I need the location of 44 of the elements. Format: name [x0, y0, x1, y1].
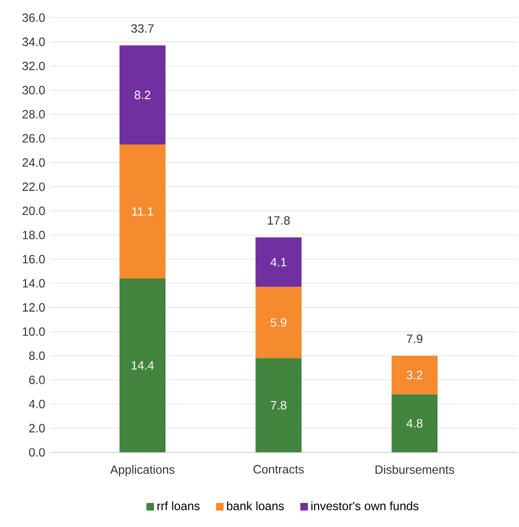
y-tick-label: 12.0 — [22, 303, 45, 312]
y-tick-label: 20.0 — [22, 206, 45, 216]
data-label: 4.1 — [270, 258, 286, 266]
y-tick-label: 26.0 — [22, 134, 45, 143]
data-label: 3.2 — [406, 370, 422, 380]
y-tick-label: 16.0 — [22, 254, 45, 264]
bar — [120, 278, 166, 452]
x-tick-label: Disbursements — [376, 465, 454, 474]
y-tick-label: 10.0 — [22, 327, 45, 336]
y-tick-label: 18.0 — [22, 230, 45, 240]
y-tick-label: 32.0 — [22, 62, 45, 70]
data-label: 4.8 — [406, 419, 422, 428]
data-label: 8.2 — [134, 90, 150, 100]
bar — [256, 237, 302, 287]
data-label: 7.8 — [270, 400, 286, 410]
total-label: 7.9 — [406, 334, 422, 344]
bar — [120, 144, 166, 278]
data-label: 5.9 — [270, 318, 286, 327]
bar — [256, 358, 302, 452]
total-label: 17.8 — [268, 216, 290, 225]
total-label: 33.7 — [131, 24, 154, 33]
y-tick-label: 4.0 — [28, 400, 45, 408]
y-tick-label: 28.0 — [22, 110, 45, 119]
y-tick-label: 22.0 — [22, 182, 45, 191]
legend-label: bank loans — [227, 501, 284, 510]
bar — [392, 394, 438, 452]
y-tick-label: 6.0 — [29, 376, 45, 384]
legend-label: rrf loans — [157, 501, 200, 510]
y-tick-label: 14.0 — [22, 279, 45, 288]
data-label: 14.4 — [132, 361, 154, 370]
bar — [256, 286, 302, 358]
legend-label: investor's own funds — [311, 501, 418, 510]
y-tick-label: 0.0 — [29, 448, 45, 457]
y-tick-label: 34.0 — [22, 38, 45, 46]
x-tick-label: Applications — [110, 465, 174, 476]
y-tick-label: 8.0 — [29, 351, 45, 360]
y-tick-label: 30.0 — [22, 86, 45, 94]
bar — [392, 356, 438, 394]
y-tick-label: 24.0 — [22, 158, 45, 167]
y-tick-label: 2.0 — [29, 424, 45, 432]
y-tick-label: 36.0 — [22, 13, 45, 22]
bar — [120, 45, 166, 144]
data-label: 11.1 — [132, 207, 154, 216]
x-tick-label: Contracts — [253, 465, 304, 474]
